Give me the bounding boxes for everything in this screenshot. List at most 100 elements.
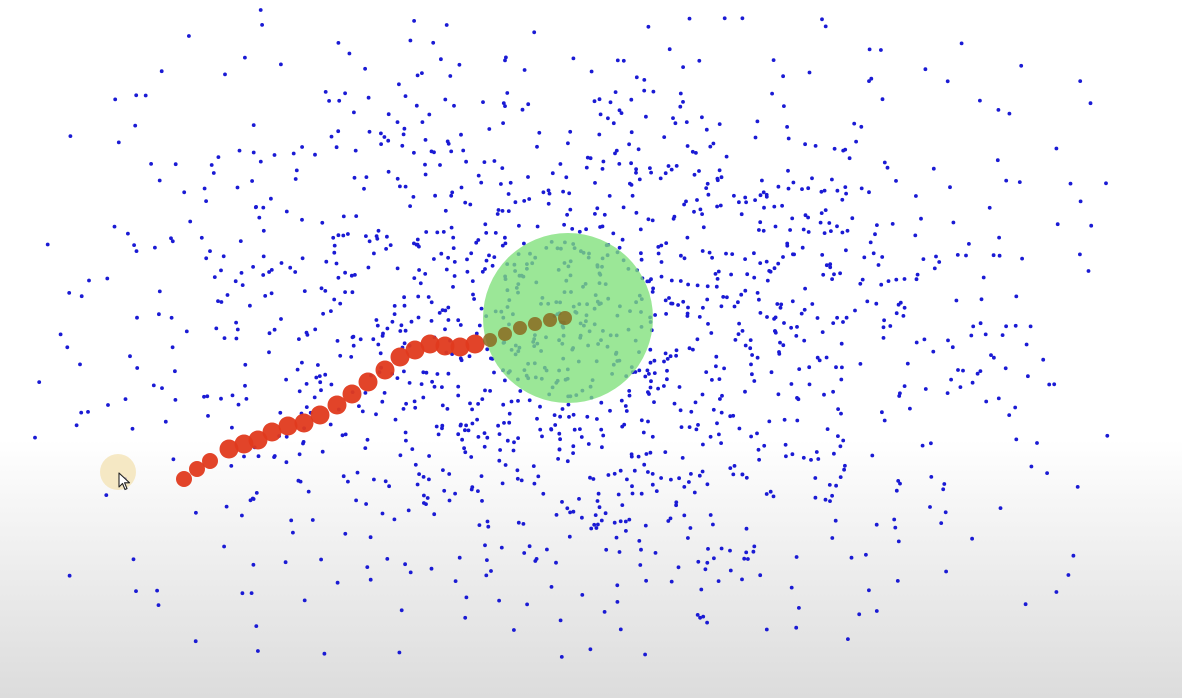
- particle-dot: [684, 120, 689, 124]
- particle-dot: [592, 99, 597, 104]
- particle-dot: [843, 185, 848, 190]
- particle-dot: [755, 291, 760, 295]
- particle-dot: [402, 341, 407, 346]
- particle-dot: [384, 247, 388, 251]
- particle-dot: [758, 193, 763, 198]
- particle-dot: [457, 62, 462, 67]
- particle-dot: [233, 279, 238, 284]
- particle-dot: [991, 253, 996, 258]
- particle-dot: [608, 100, 613, 105]
- particle-dot: [1000, 333, 1005, 337]
- particle-dot: [764, 259, 769, 264]
- particle-dot: [647, 372, 651, 376]
- trail-point: [294, 413, 314, 433]
- particle-dot: [313, 152, 317, 157]
- particle-dot: [862, 255, 867, 260]
- particle-dot: [432, 512, 437, 517]
- particle-dot: [256, 454, 261, 459]
- particle-dot: [297, 337, 301, 341]
- particle-dot: [647, 279, 651, 284]
- particle-dot: [385, 557, 390, 561]
- particle-dot: [978, 321, 983, 326]
- particle-dot: [813, 476, 818, 480]
- particle-dot: [599, 518, 604, 523]
- particle-dot: [922, 337, 927, 342]
- particle-dot: [272, 327, 277, 332]
- particle-dot: [778, 305, 783, 310]
- particle-dot: [188, 219, 193, 224]
- particle-dot: [502, 421, 506, 425]
- particle-dot: [792, 252, 796, 257]
- particle-dot: [669, 278, 674, 283]
- particle-dot: [835, 315, 839, 320]
- particle-dot: [476, 435, 481, 439]
- particle-dot: [689, 472, 693, 476]
- particle-dot: [546, 201, 551, 206]
- particle-dot: [410, 447, 415, 451]
- particle-dot: [639, 491, 644, 496]
- particle-dot: [408, 38, 413, 43]
- particle-dot: [678, 408, 683, 413]
- particle-dot: [678, 279, 683, 283]
- particle-dot: [700, 115, 704, 120]
- particle-dot: [949, 377, 953, 382]
- particle-dot: [397, 650, 402, 655]
- particle-dot: [169, 315, 174, 320]
- particle-dot: [623, 404, 628, 408]
- particle-dot: [772, 266, 777, 271]
- particle-dot: [751, 549, 756, 554]
- particle-dot: [421, 475, 426, 479]
- particle-dot: [618, 627, 623, 632]
- particle-dot: [606, 473, 611, 477]
- particle-dot: [300, 256, 305, 261]
- particle-dot: [822, 188, 827, 193]
- particle-dot: [822, 392, 826, 397]
- particle-dot: [182, 190, 187, 195]
- particle-dot: [329, 382, 334, 387]
- trail-point: [278, 416, 298, 436]
- particle-dot: [775, 302, 780, 306]
- trail-point: [342, 384, 362, 404]
- particle-dot: [379, 131, 383, 136]
- particle-dot: [742, 556, 747, 561]
- particle-dot: [594, 526, 599, 530]
- particle-dot: [427, 112, 432, 117]
- particle-dot: [467, 354, 472, 359]
- particle-dot: [489, 569, 493, 573]
- particle-dot: [446, 141, 451, 146]
- particle-dot: [279, 261, 284, 265]
- particle-dot: [607, 194, 612, 198]
- particle-dot: [695, 613, 700, 617]
- particle-dot: [329, 309, 333, 313]
- particle-dot: [288, 265, 293, 270]
- particle-dot: [954, 298, 959, 303]
- trail-point: [202, 453, 218, 469]
- particle-dot: [937, 260, 942, 264]
- particle-dot: [651, 286, 655, 291]
- particle-dot: [743, 389, 747, 394]
- particle-dot: [570, 227, 575, 231]
- particle-dot: [65, 345, 70, 350]
- particle-dot: [533, 559, 538, 563]
- particle-dot: [894, 488, 899, 493]
- particle-dot: [484, 258, 489, 263]
- particle-dot: [527, 544, 532, 549]
- particle-dot: [272, 153, 277, 157]
- particle-dot: [920, 443, 925, 448]
- trail-point: [248, 430, 268, 450]
- particle-dot: [981, 275, 986, 280]
- particle-dot: [648, 450, 653, 455]
- particle-dot: [269, 268, 274, 272]
- particle-dot: [413, 405, 418, 410]
- particle-dot: [914, 194, 918, 198]
- particle-dot: [367, 129, 372, 134]
- particle-dot: [744, 475, 749, 480]
- particle-dot: [782, 321, 786, 325]
- particle-dot: [456, 432, 461, 437]
- particle-dot: [306, 489, 311, 494]
- particle-dot: [1014, 437, 1019, 442]
- particle-dot: [690, 149, 695, 154]
- particle-dot: [498, 448, 502, 452]
- particle-dot: [791, 180, 796, 185]
